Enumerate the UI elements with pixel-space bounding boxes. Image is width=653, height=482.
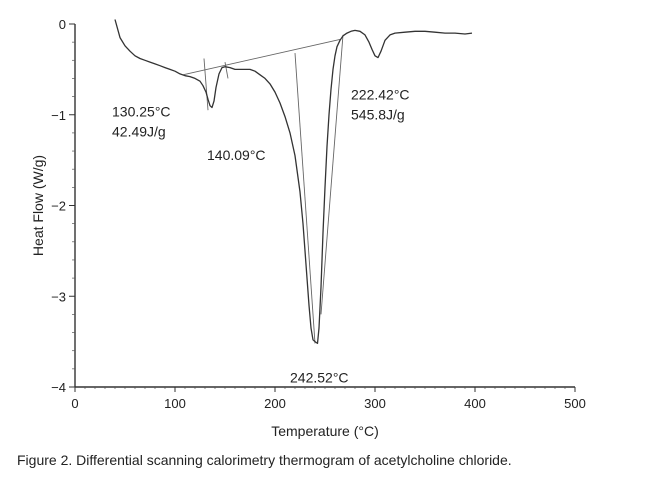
y-tick-label: −1 bbox=[51, 108, 66, 123]
construction-line bbox=[224, 62, 229, 79]
x-tick-label: 200 bbox=[264, 396, 286, 411]
x-tick-label: 0 bbox=[71, 396, 78, 411]
dsc-chart: 0 100 200 300 400 500 0 −1 −2 −3 −4 Temperature (°C… bbox=[30, 17, 586, 439]
y-tick-label: −3 bbox=[51, 289, 66, 304]
construction-line bbox=[182, 38, 341, 76]
peak-annotation: 42.49J/g bbox=[112, 124, 166, 140]
x-axis-title: Temperature (°C) bbox=[271, 423, 379, 439]
x-tick-label: 400 bbox=[464, 396, 486, 411]
construction-line bbox=[294, 53, 316, 344]
x-tick-label: 300 bbox=[364, 396, 386, 411]
construction-line bbox=[203, 58, 209, 111]
peak-annotation: 222.42°C bbox=[351, 86, 410, 102]
peak-annotation: 130.25°C bbox=[112, 104, 171, 120]
y-axis-title: Heat Flow (W/g) bbox=[30, 155, 46, 256]
construction-line bbox=[320, 34, 344, 315]
plot-area: 0 100 200 300 400 500 0 −1 −2 −3 −4 Temperature (°C… bbox=[30, 17, 586, 439]
peak-annotation: 140.09°C bbox=[207, 147, 266, 163]
heat-flow-line bbox=[114, 19, 473, 345]
y-tick-label: −4 bbox=[51, 380, 66, 395]
y-tick-label: −2 bbox=[51, 199, 66, 214]
x-tick-label: 500 bbox=[564, 396, 586, 411]
figure-caption: Figure 2. Differential scanning calorime… bbox=[17, 452, 512, 468]
peak-annotation: 545.8J/g bbox=[351, 106, 405, 122]
peak-annotation: 242.52°C bbox=[290, 369, 349, 385]
x-tick-label: 100 bbox=[164, 396, 186, 411]
y-tick-label: 0 bbox=[59, 17, 66, 32]
